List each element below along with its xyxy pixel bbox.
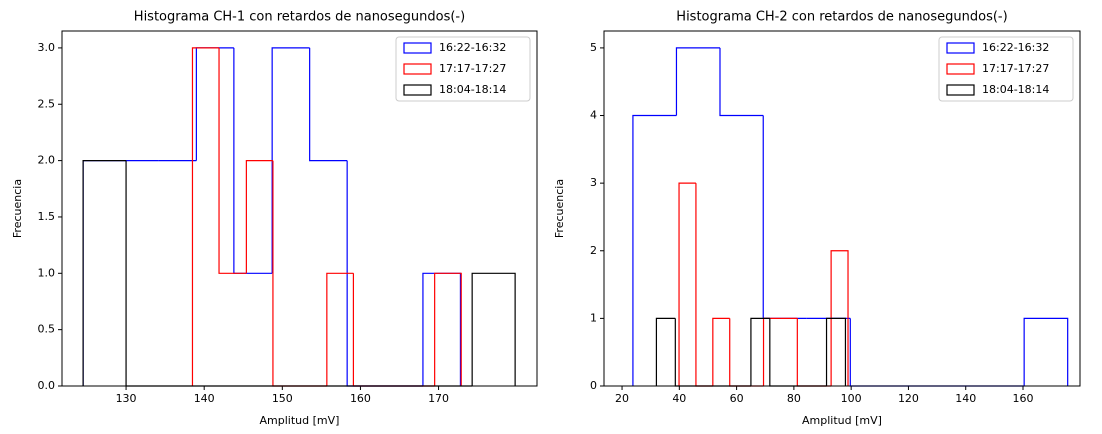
histogram-step [471, 272, 516, 386]
y-tick-label: 0.0 [38, 379, 56, 392]
x-tick-label: 150 [272, 392, 293, 405]
histogram-step [272, 160, 301, 387]
histogram-step [352, 273, 381, 387]
legend-label: 17:17-17:27 [439, 62, 506, 75]
y-tick-label: 2.5 [38, 97, 56, 110]
histogram-step [422, 272, 462, 386]
histogram-step [729, 318, 747, 387]
x-tick-label: 160 [350, 392, 371, 405]
chart-title: Histograma CH-1 con retardos de nanosegu… [134, 10, 465, 25]
x-tick-label: 40 [672, 392, 686, 405]
x-tick-label: 130 [116, 392, 137, 405]
histogram-step [245, 160, 273, 274]
x-tick-label: 140 [955, 392, 976, 405]
histogram-step [678, 182, 696, 386]
histogram-step [326, 272, 354, 386]
y-tick-label: 5 [590, 41, 597, 54]
plot-frame [61, 30, 538, 387]
y-axis-label: Frecuencia [11, 179, 24, 238]
histogram-step [849, 318, 894, 387]
legend-swatch [403, 84, 432, 96]
y-tick-label: 1.0 [38, 266, 56, 279]
x-tick-label: 100 [841, 392, 862, 405]
histogram-step [1023, 317, 1069, 386]
histogram-step [796, 318, 815, 387]
histogram-step [271, 47, 310, 274]
y-tick-label: 3.0 [38, 41, 56, 54]
x-tick-label: 20 [615, 392, 629, 405]
x-tick-label: 170 [428, 392, 449, 405]
histogram-step [674, 318, 695, 387]
x-axis-label: Amplitud [mV] [260, 414, 340, 427]
legend-label: 17:17-17:27 [982, 62, 1049, 75]
histogram-step [125, 160, 170, 387]
plot-frame [603, 30, 1081, 387]
panel: Histograma CH-1 con retardos de nanosegu… [11, 10, 538, 427]
histogram-step [218, 47, 247, 274]
x-tick-label: 60 [730, 392, 744, 405]
histogram-step [632, 114, 677, 386]
x-tick-label: 80 [787, 392, 801, 405]
histogram-step [82, 160, 127, 386]
histogram-step [750, 317, 770, 386]
histogram-step [82, 160, 121, 386]
histogram-step [719, 47, 764, 117]
histogram-step [195, 47, 234, 161]
legend-swatch [403, 63, 432, 75]
histogram-step [712, 317, 730, 386]
legend-label: 16:22-16:32 [982, 41, 1049, 54]
x-tick-label: 120 [898, 392, 919, 405]
histogram-step [769, 318, 789, 387]
chart-title: Histograma CH-2 con retardos de nanosegu… [676, 10, 1007, 25]
legend-swatch [946, 63, 975, 75]
histogram-step [695, 183, 713, 387]
y-tick-label: 0 [590, 379, 597, 392]
y-tick-label: 0.5 [38, 323, 56, 336]
histogram-step [309, 47, 348, 162]
y-tick-label: 2 [590, 244, 597, 257]
legend-swatch [946, 84, 975, 96]
histogram-step [762, 115, 807, 319]
panel: Histograma CH-2 con retardos de nanosegu… [553, 10, 1081, 427]
x-axis-label: Amplitud [mV] [802, 414, 882, 427]
histogram-step [762, 317, 781, 386]
histogram-step [655, 317, 676, 386]
legend-label: 18:04-18:14 [439, 83, 506, 96]
histogram-step [191, 47, 220, 386]
x-tick-label: 140 [194, 392, 215, 405]
legend-label: 16:22-16:32 [439, 41, 506, 54]
y-tick-label: 1.5 [38, 210, 56, 223]
y-tick-label: 1 [590, 311, 597, 324]
y-tick-label: 2.0 [38, 154, 56, 167]
legend-swatch [946, 42, 975, 54]
y-axis-label: Frecuencia [553, 179, 566, 238]
histogram-step [825, 317, 847, 386]
x-tick-label: 160 [1013, 392, 1034, 405]
y-tick-label: 4 [590, 109, 597, 122]
histogram-step [434, 272, 462, 386]
y-tick-label: 3 [590, 176, 597, 189]
legend-label: 18:04-18:14 [982, 83, 1049, 96]
legend-swatch [403, 42, 432, 54]
histogram-step [675, 47, 720, 116]
